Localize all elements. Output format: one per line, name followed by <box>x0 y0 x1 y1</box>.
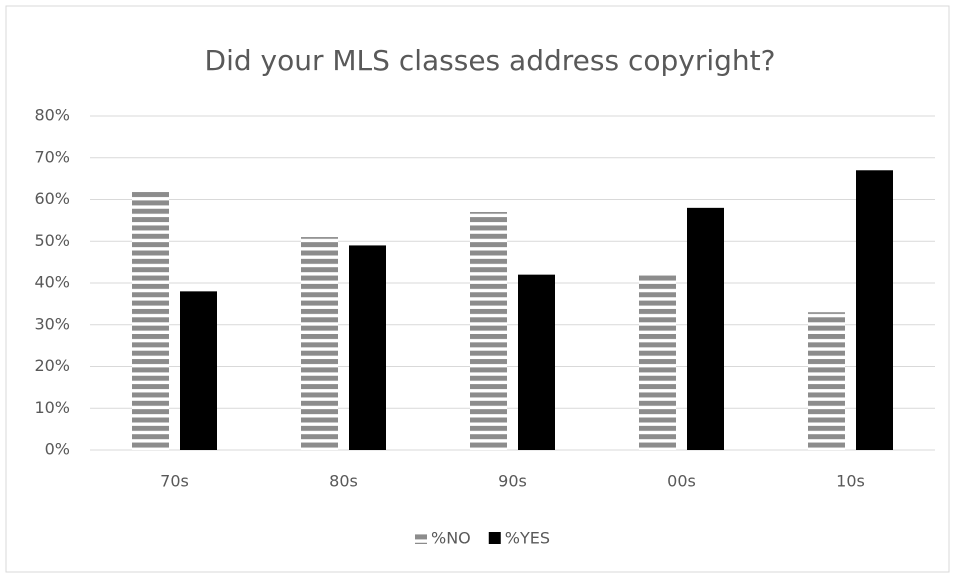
bar <box>687 207 724 450</box>
legend-label: %NO <box>431 529 471 548</box>
y-tick-label: 60% <box>34 189 70 208</box>
x-tick-label: 70s <box>160 472 189 491</box>
bar <box>132 191 169 450</box>
bar <box>470 212 507 450</box>
y-tick-label: 70% <box>34 147 70 166</box>
bar <box>518 274 555 450</box>
bar <box>856 170 893 450</box>
chart-title: Did your MLS classes address copyright? <box>205 44 776 77</box>
y-tick-label: 50% <box>34 231 70 250</box>
x-tick-label: 00s <box>667 472 696 491</box>
y-tick-label: 20% <box>34 356 70 375</box>
x-tick-label: 90s <box>498 472 527 491</box>
bar <box>808 312 845 450</box>
y-tick-label: 40% <box>34 273 70 292</box>
y-tick-label: 10% <box>34 398 70 417</box>
bar <box>180 291 217 450</box>
bar <box>639 274 676 450</box>
x-tick-label: 80s <box>329 472 358 491</box>
y-tick-label: 80% <box>34 106 70 125</box>
y-tick-label: 0% <box>45 440 70 459</box>
legend-swatch <box>488 532 501 544</box>
legend-label: %YES <box>505 529 550 548</box>
bar <box>349 245 386 450</box>
bar <box>301 237 338 450</box>
x-tick-label: 10s <box>836 472 865 491</box>
y-tick-label: 30% <box>34 314 70 333</box>
legend-swatch <box>415 532 427 544</box>
